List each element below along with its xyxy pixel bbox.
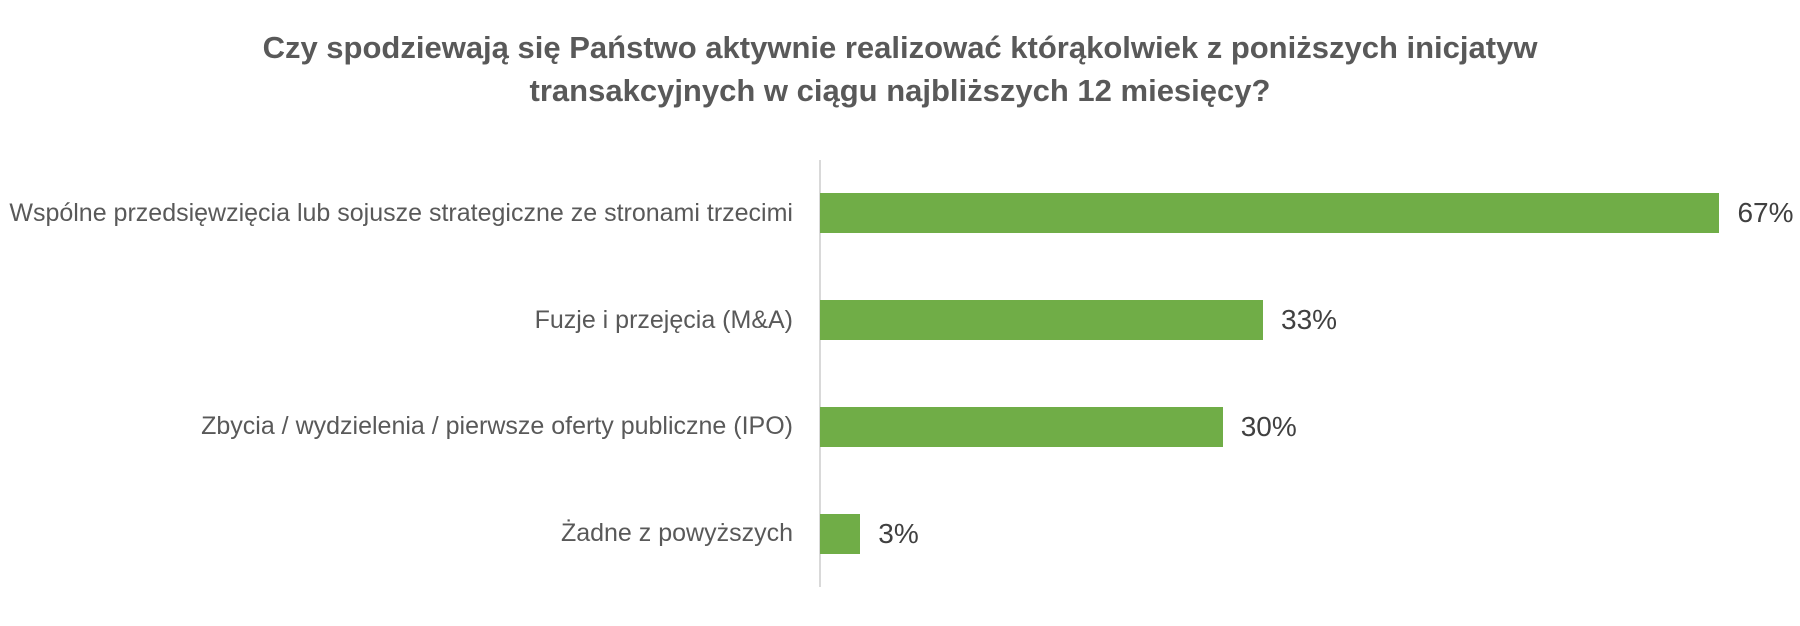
bar <box>820 513 861 554</box>
chart-title-line-2: transakcyjnych w ciągu najbliższych 12 m… <box>529 73 1271 108</box>
value-label: 3% <box>878 517 919 549</box>
category-label: Zbycia / wydzielenia / pierwsze oferty p… <box>201 412 793 441</box>
value-label: 30% <box>1240 410 1297 442</box>
category-label: Wspólne przedsięwzięcia lub sojusze stra… <box>9 198 793 227</box>
value-label: 67% <box>1737 197 1794 229</box>
chart-title-line-1: Czy spodziewają się Państwo aktywnie rea… <box>262 30 1538 65</box>
bar-row: Zbycia / wydzielenia / pierwsze oferty p… <box>0 374 1800 481</box>
y-axis-line <box>819 160 821 587</box>
bar-row: Wspólne przedsięwzięcia lub sojusze stra… <box>0 160 1800 267</box>
chart-title: Czy spodziewają się Państwo aktywnie rea… <box>0 26 1800 112</box>
category-label: Żadne z powyższych <box>560 519 793 548</box>
category-label: Fuzje i przejęcia (M&A) <box>534 305 793 334</box>
bar <box>820 193 1720 234</box>
bar <box>820 300 1263 341</box>
plot-area: Wspólne przedsięwzięcia lub sojusze stra… <box>0 160 1800 587</box>
bar-row: Żadne z powyższych 3% <box>0 480 1800 587</box>
value-label: 33% <box>1281 304 1338 336</box>
bar-row: Fuzje i przejęcia (M&A) 33% <box>0 267 1800 374</box>
bar <box>820 406 1223 447</box>
